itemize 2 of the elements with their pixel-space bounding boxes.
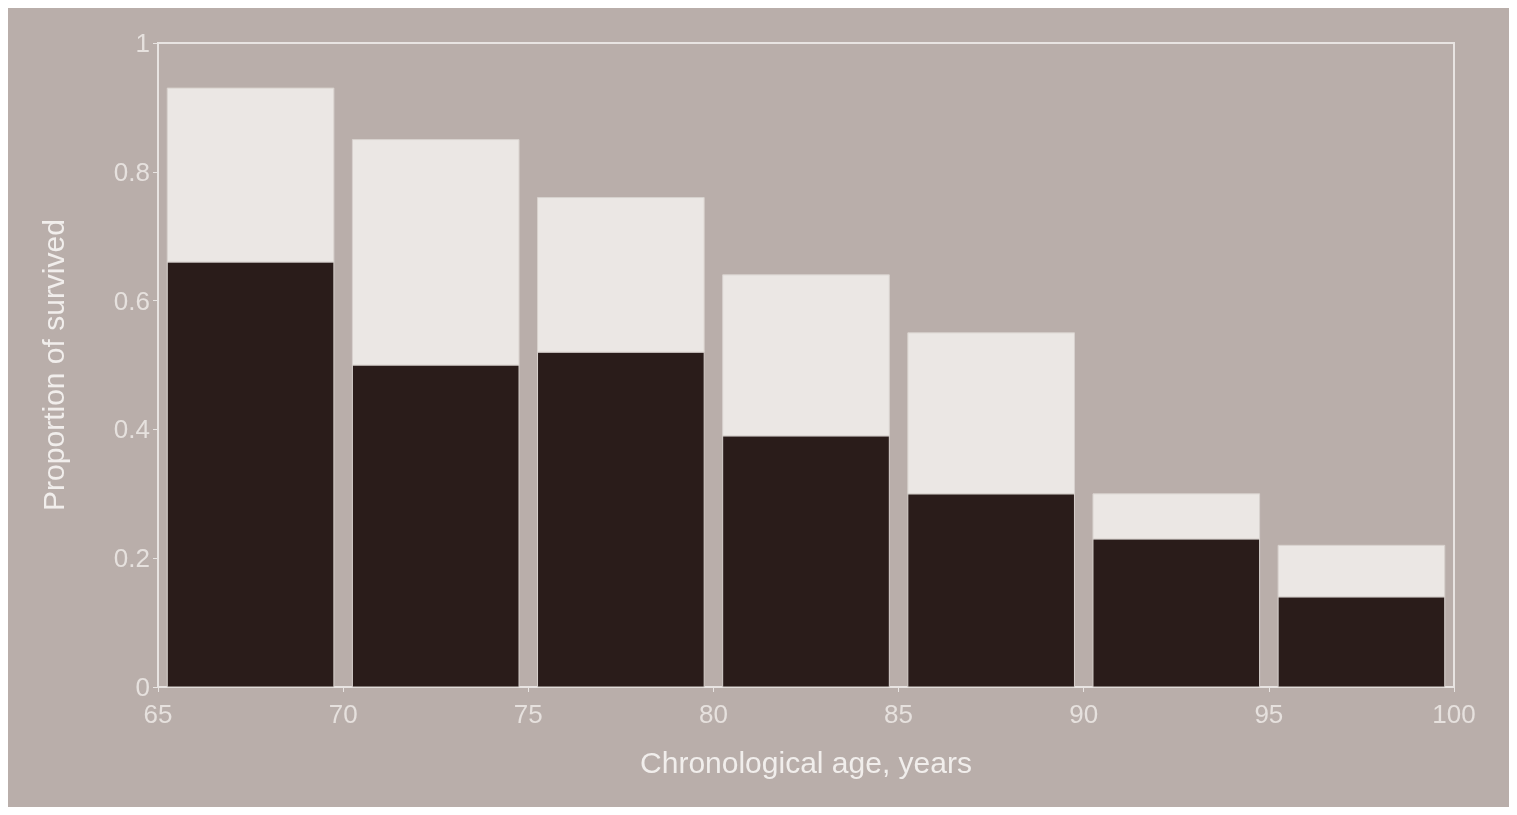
x-axis-title: Chronological age, years bbox=[640, 745, 972, 779]
y-axis-title: Proportion of survived bbox=[36, 219, 70, 511]
